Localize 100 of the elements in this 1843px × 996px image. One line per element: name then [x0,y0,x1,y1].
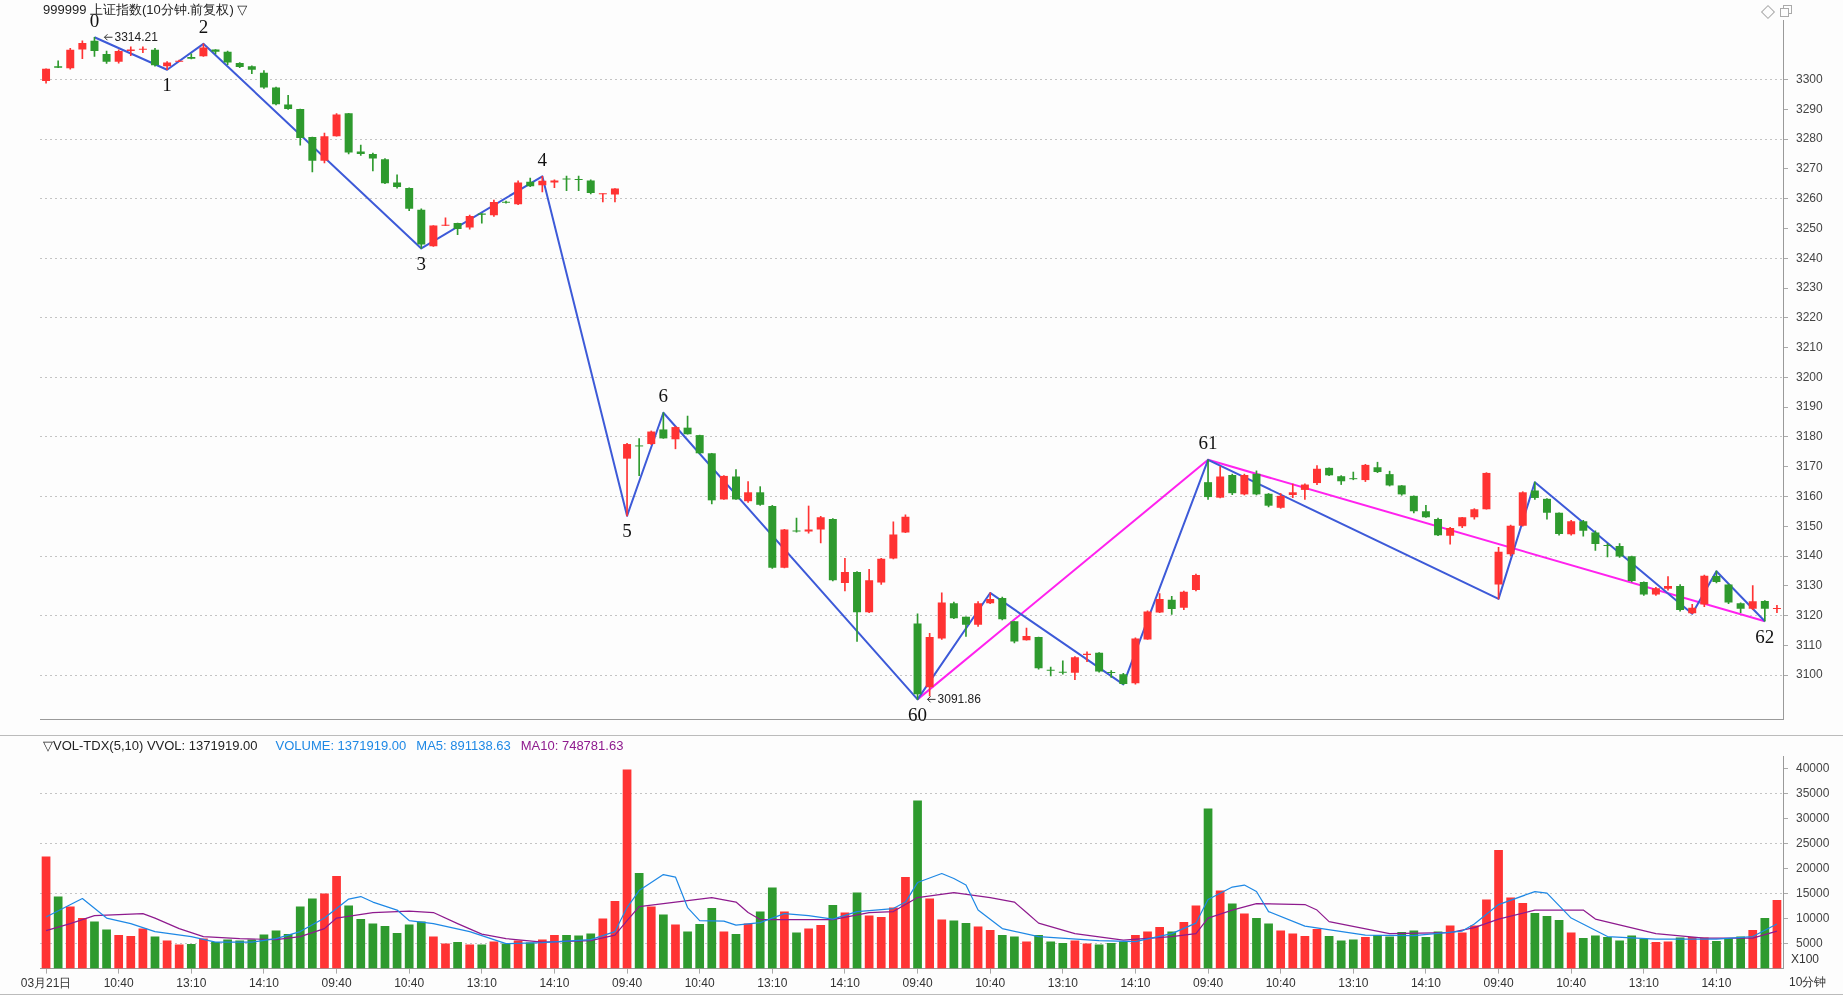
bar [1361,937,1370,969]
bar [114,935,124,969]
bar [1506,897,1516,969]
bar [1397,932,1407,969]
bar [416,921,426,969]
bar [1615,940,1624,969]
x-tick-label: 14:10 [829,976,861,991]
bar [53,896,63,969]
y-tick-label: 3140 [1796,548,1824,563]
bar [1034,935,1043,969]
bar [1215,890,1225,969]
bar [1530,913,1540,969]
bar [1022,941,1031,969]
x-tick-label: 13:10 [1628,976,1660,991]
bar [634,873,644,969]
annotation: 2 [198,16,209,38]
bar [1591,935,1600,969]
bar [1494,850,1503,969]
candlestick [598,193,607,203]
bar [90,921,99,969]
annotation: 3314.21 [114,29,159,44]
bar [235,940,245,969]
bar [925,898,935,969]
bar [1240,913,1249,969]
chart-subtitle: VOLUME: 1371919.00 [275,737,407,753]
bar [1324,936,1334,969]
bar [392,933,402,969]
bar [65,906,75,969]
bar [937,919,947,969]
text: MA5: 891138.63 [416,737,511,753]
bar [1264,923,1273,969]
annotation: 62 [1755,625,1775,647]
y-tick-label: 3210 [1796,339,1824,354]
candlestick [235,62,244,68]
candlestick [1325,467,1334,476]
y-tick-label: 3150 [1796,518,1824,533]
bar [1566,932,1576,969]
x-tick-label: 03月21日 [20,976,72,991]
bar [320,893,329,969]
y-tick-label: 3120 [1796,607,1824,622]
annotation: 1 [162,74,172,96]
bar [780,911,789,969]
x-tick-label: 14:10 [1410,976,1442,991]
bar [767,887,777,969]
bar [1058,943,1068,969]
bar [864,915,874,969]
text: MA10: 748781.63 [520,737,624,753]
bar [659,914,668,969]
bar [731,934,741,969]
bar [913,800,922,969]
y-tick-label: 3300 [1796,71,1824,86]
bar [1155,927,1164,969]
bar [1373,935,1382,969]
annotation: 60 [908,703,928,725]
bar [816,925,826,969]
bar [199,938,208,969]
y-tick-label: 15000 [1796,885,1830,900]
candlestick [54,60,63,68]
bar [41,856,51,969]
chart-title: ▽VOL-TDX(5,10) VVOL: 1371919.00 [43,737,258,753]
y-tick-label: 3170 [1796,458,1824,473]
y-tick-label: 3290 [1796,101,1824,116]
bar [562,935,571,969]
bar [1118,941,1128,969]
bar [126,936,136,969]
y-tick-label: 3160 [1796,488,1824,503]
bar [888,907,898,969]
bar [1724,938,1733,969]
x-tick-label: 13:10 [1047,976,1079,991]
y-tick-label: 3200 [1796,369,1824,384]
bar [102,929,111,969]
x-tick-label: 13:10 [1338,976,1369,991]
bar [1687,937,1697,969]
bar [1167,931,1177,969]
x-tick-label: 14:10 [539,976,570,991]
bar [1227,903,1237,969]
bar [441,943,450,969]
x-axis-title: 10分钟 [1789,974,1827,989]
x-tick-label: 09:40 [1483,976,1514,991]
x-tick-label: 09:40 [612,976,643,991]
y-tick-label: 40000 [1796,760,1830,775]
bar [683,931,692,969]
bar [1482,899,1491,969]
bar [1312,929,1322,969]
x-tick-label: 14:10 [248,976,280,991]
bar [1288,933,1298,969]
bar [537,939,547,969]
bar [1348,939,1358,969]
x-tick-label: 10:40 [684,976,716,991]
bar [477,944,487,969]
bar [186,944,196,969]
bar [695,924,705,969]
y-tick-label: 30000 [1796,810,1830,825]
y-axis-title: X100 [1791,951,1820,966]
y-tick-label: 25000 [1796,835,1830,850]
y-tick-label: 3100 [1796,667,1824,682]
bar [332,876,341,969]
y-tick-label: 3250 [1796,220,1824,235]
y-tick-label: 3220 [1796,310,1824,325]
y-tick-label: 3190 [1796,399,1824,414]
